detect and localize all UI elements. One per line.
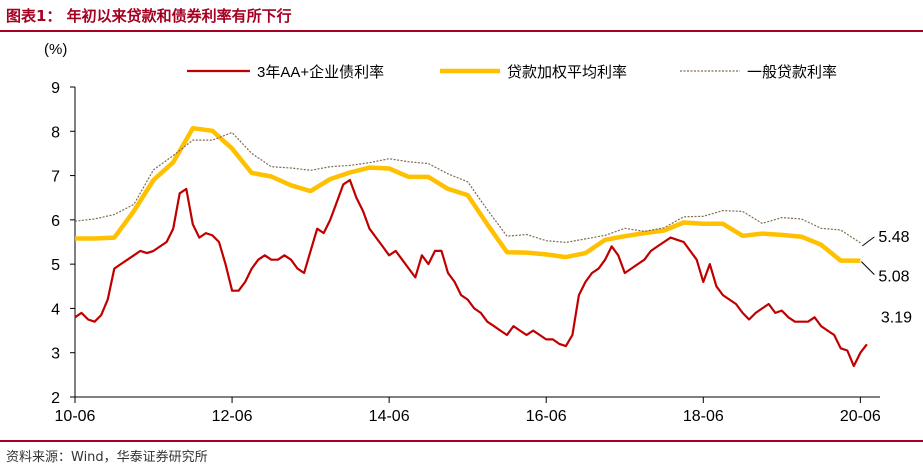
title-divider (0, 30, 923, 32)
annotation-label-1: 5.48 (878, 229, 909, 246)
x-tick-label: 12-06 (212, 408, 253, 425)
annotation-leader-1 (862, 236, 875, 247)
title-bar: 图表1： 年初以来贷款和债券利率有所下行 (0, 0, 923, 30)
annotation-leader-2 (861, 261, 875, 275)
y-tick-label: 9 (51, 80, 60, 97)
y-tick-label: 5 (51, 257, 60, 274)
series-line-1 (74, 178, 868, 368)
legend-label-3: 一般贷款利率 (747, 64, 837, 81)
footer-divider (0, 440, 923, 442)
x-tick-label: 18-06 (683, 408, 724, 425)
x-tick-label: 16-06 (526, 408, 567, 425)
x-tick-label: 20-06 (840, 408, 881, 425)
series-line-3 (74, 131, 861, 244)
source-note: 资料来源：Wind，华泰证券研究所 (6, 450, 208, 465)
chart-title: 图表1： 年初以来贷款和债券利率有所下行 (6, 7, 292, 25)
annotation-label-2: 5.08 (878, 269, 909, 286)
line-chart: 2 3 4 5 6 7 8 9 (%) 10-06 12-06 14-06 16-06 18-06 20-0… (44, 41, 912, 425)
x-tick-label: 14-06 (369, 408, 410, 425)
series-line-2 (75, 125, 861, 263)
y-tick-label: 2 (51, 390, 60, 407)
annotation-label-3: 3.19 (881, 309, 912, 326)
legend-label-1: 3年AA+企业债利率 (257, 63, 384, 81)
x-tick-label: 10-06 (55, 408, 96, 425)
y-unit-label: (%) (44, 41, 67, 58)
legend-label-2: 贷款加权平均利率 (507, 64, 627, 81)
y-tick-label: 7 (51, 169, 60, 186)
y-tick-label: 8 (51, 124, 60, 141)
y-tick-label: 4 (51, 301, 60, 318)
y-tick-label: 6 (51, 213, 60, 230)
y-tick-label: 3 (51, 346, 60, 363)
